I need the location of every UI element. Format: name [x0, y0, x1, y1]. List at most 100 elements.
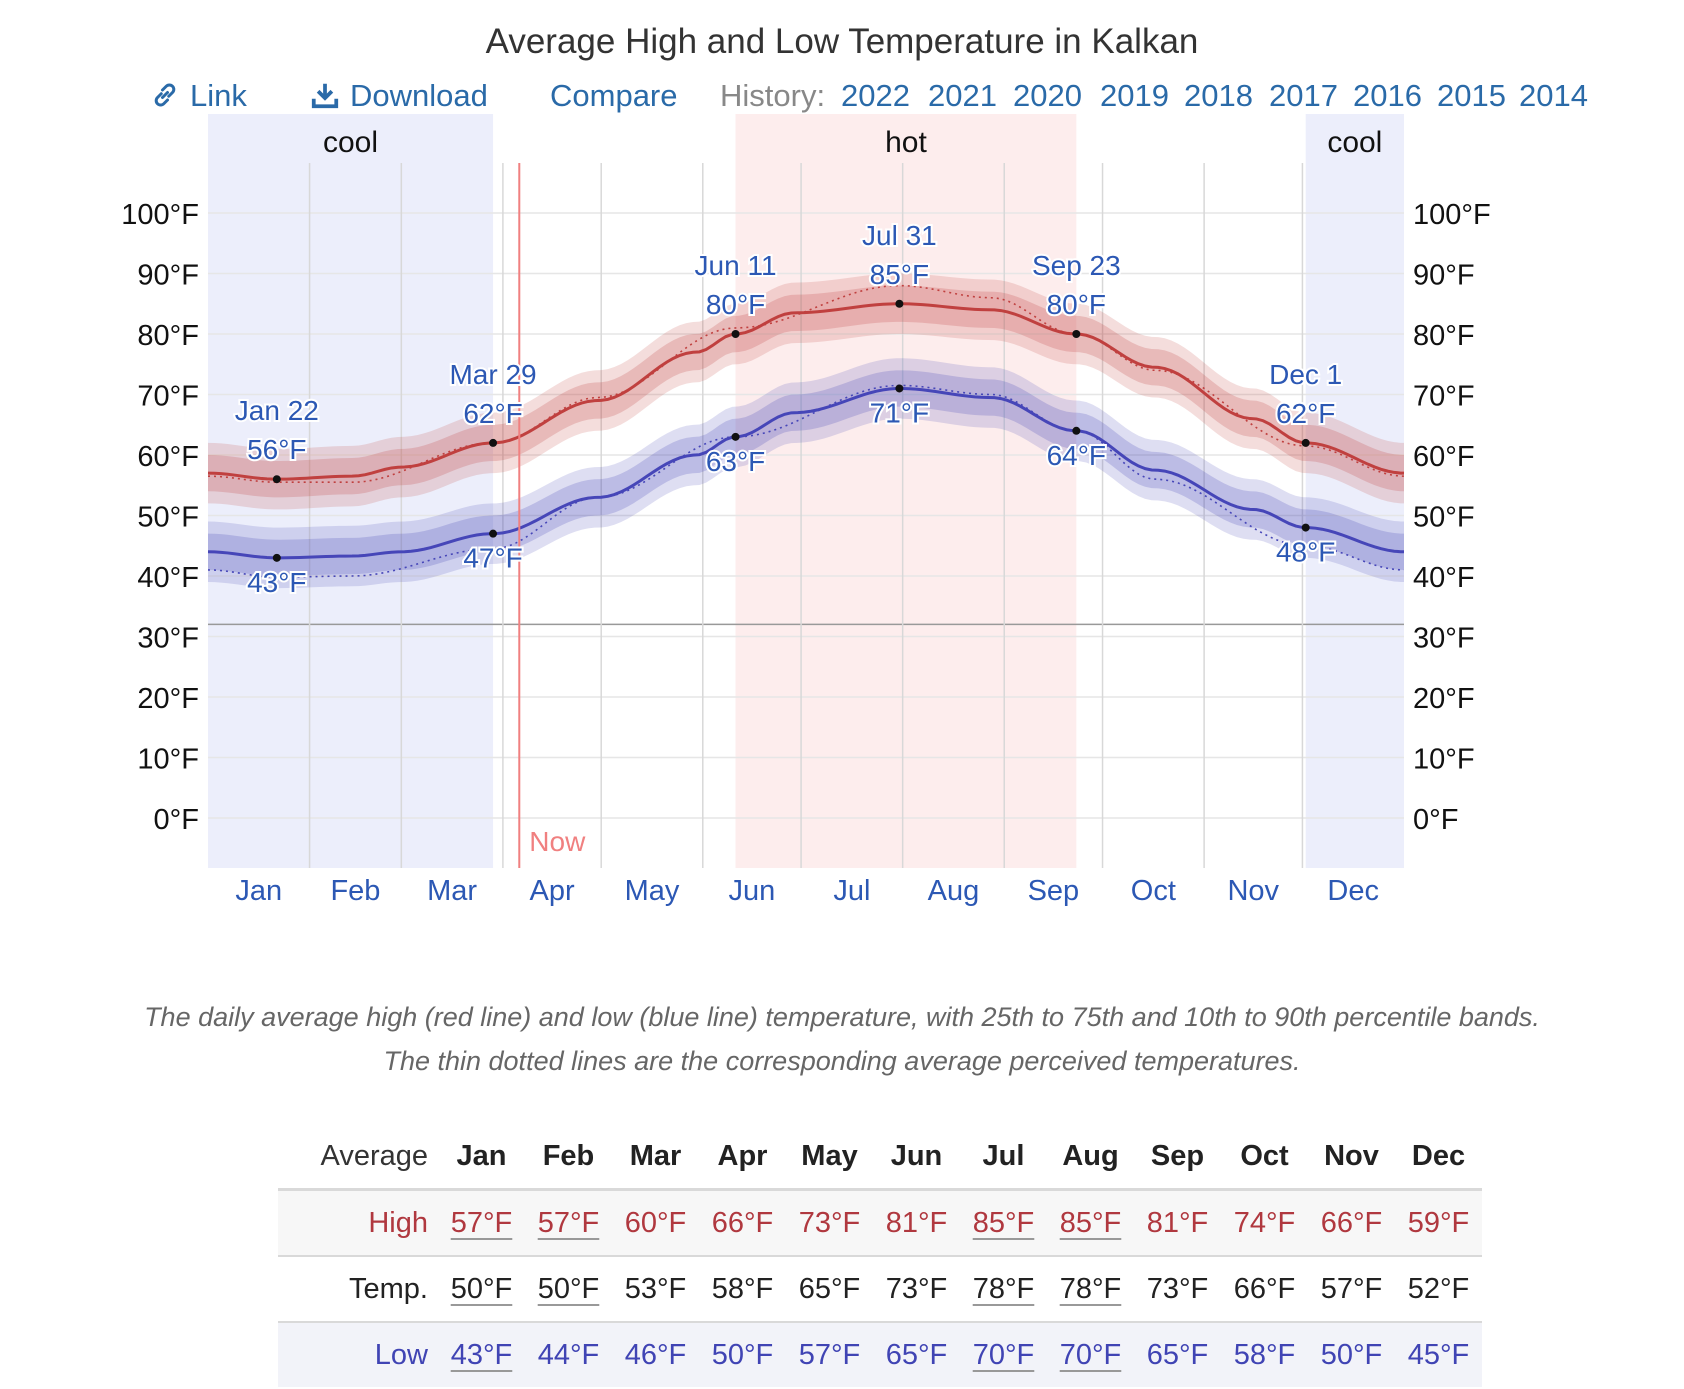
table-cell: 52°F	[1407, 1272, 1470, 1305]
chart-caption: The daily average high (red line) and lo…	[144, 1002, 1540, 1076]
table-cell-link[interactable]: 85°F	[972, 1206, 1035, 1239]
table-cell-link[interactable]: 78°F	[972, 1272, 1035, 1305]
table-header-row: Average Jan Feb Mar Apr May Jun Jul Aug …	[278, 1124, 1482, 1190]
annotation-value: 85°F	[870, 259, 929, 290]
history-year-2021[interactable]: 2021	[928, 78, 997, 113]
table-cell-link[interactable]: 85°F	[1059, 1206, 1122, 1239]
table-cell: 43°F	[438, 1322, 525, 1387]
table-cell: 58°F	[1233, 1338, 1296, 1371]
x-tick-label: Dec	[1327, 875, 1379, 907]
table-cell: 57°F	[525, 1190, 612, 1257]
y-tick-label-right: 70°F	[1413, 381, 1475, 413]
y-tick-label-right: 0°F	[1413, 804, 1458, 836]
p25-p75-band-high	[208, 285, 1404, 498]
table-cell: 57°F	[1320, 1272, 1383, 1305]
table-header-month: Feb	[542, 1139, 595, 1172]
y-tick-label-right: 20°F	[1413, 683, 1475, 715]
table-cell-link[interactable]: 70°F	[972, 1338, 1035, 1371]
annotation-point	[895, 299, 904, 308]
annotation-point	[731, 432, 740, 441]
table-cell: 74°F	[1233, 1206, 1296, 1239]
history-year-2014[interactable]: 2014	[1519, 78, 1588, 113]
table-cell: 66°F	[1233, 1272, 1296, 1305]
history-year-2022[interactable]: 2022	[841, 78, 910, 113]
season-band-cool	[1305, 114, 1404, 868]
annotation-point	[489, 529, 498, 538]
y-tick-label-left: 100°F	[121, 199, 199, 231]
annotation-point	[1301, 438, 1310, 447]
table-header-month: Apr	[717, 1139, 768, 1172]
y-tick-label-right: 60°F	[1413, 441, 1475, 473]
annotation-value: 56°F	[247, 434, 306, 465]
season-label-hot: hot	[885, 126, 927, 159]
x-tick-label: Mar	[427, 875, 477, 907]
table-cell: 81°F	[1146, 1206, 1209, 1239]
table-cell: 73°F	[885, 1272, 948, 1305]
download-label: Download	[350, 78, 488, 113]
y-tick-label-left: 70°F	[137, 381, 199, 413]
annotation-point	[731, 330, 740, 338]
annotation-date: Jun 11	[695, 250, 777, 281]
table-cell: 53°F	[624, 1272, 687, 1305]
table-cell-link[interactable]: 43°F	[450, 1338, 513, 1371]
season-band-hot	[735, 114, 1077, 868]
annotation-point	[272, 475, 281, 484]
table-cell: 57°F	[438, 1190, 525, 1257]
table-cell: 85°F	[960, 1190, 1047, 1257]
season-label-cool: cool	[1327, 126, 1382, 159]
table-cell: 46°F	[624, 1338, 687, 1371]
annotation-point	[272, 553, 281, 562]
y-tick-label-right: 80°F	[1413, 320, 1475, 352]
history-year-2019[interactable]: 2019	[1100, 78, 1169, 113]
table-row-low: Low 43°F 44°F 46°F 50°F 57°F 65°F 70°F 70°F 65°F 5…	[278, 1322, 1482, 1387]
annotation-point	[1301, 523, 1310, 532]
table-header-month: Nov	[1324, 1139, 1379, 1172]
x-tick-label: Nov	[1227, 875, 1279, 907]
table-header-month: Jul	[982, 1139, 1025, 1172]
table-cell: 45°F	[1407, 1338, 1470, 1371]
table-cell: 65°F	[798, 1272, 861, 1305]
table-header-month: Sep	[1150, 1139, 1205, 1172]
y-tick-label-right: 50°F	[1413, 502, 1475, 534]
annotation-date: Sep 23	[1032, 250, 1121, 281]
annotation-value: 48°F	[1276, 537, 1335, 568]
table-cell-link[interactable]: 57°F	[537, 1206, 600, 1239]
download-button[interactable]: Download	[310, 78, 488, 114]
link-button[interactable]: Link	[150, 78, 247, 114]
history-year-2016[interactable]: 2016	[1353, 78, 1422, 113]
history-year-2018[interactable]: 2018	[1184, 78, 1253, 113]
table-row-temp: Temp. 50°F 50°F 53°F 58°F 65°F 73°F 78°F 78°F 73°…	[278, 1256, 1482, 1322]
annotation-value: 47°F	[463, 543, 522, 574]
table-cell-link[interactable]: 78°F	[1059, 1272, 1122, 1305]
table-header-month: Aug	[1062, 1139, 1119, 1172]
x-tick-label: Jun	[729, 875, 776, 907]
y-tick-label-left: 0°F	[154, 804, 199, 836]
table-cell-link[interactable]: 70°F	[1059, 1338, 1122, 1371]
table-cell: 73°F	[798, 1206, 861, 1239]
history-label: History:	[720, 78, 826, 113]
table-cell-link[interactable]: 50°F	[537, 1272, 600, 1305]
table-cell: 85°F	[1047, 1190, 1134, 1257]
table-cell: 58°F	[711, 1272, 774, 1305]
annotation-date: Dec 1	[1269, 359, 1342, 390]
compare-button[interactable]: Compare	[550, 78, 678, 113]
x-tick-label: Jan	[235, 875, 282, 907]
x-tick-label: Oct	[1131, 875, 1176, 907]
y-tick-label-left: 80°F	[137, 320, 199, 352]
history-year-2017[interactable]: 2017	[1269, 78, 1338, 113]
history-year-2015[interactable]: 2015	[1437, 78, 1506, 113]
annotation-date: Jul 31	[862, 220, 937, 251]
download-icon	[311, 83, 339, 109]
series-line-low	[207, 386, 1405, 560]
annotation-point	[489, 438, 498, 447]
table-cell-link[interactable]: 57°F	[450, 1206, 513, 1239]
table-header-month: Jan	[456, 1139, 507, 1172]
table-cell-link[interactable]: 50°F	[450, 1272, 513, 1305]
table-cell: 70°F	[960, 1322, 1047, 1387]
x-tick-label: Apr	[529, 875, 574, 907]
annotation-value: 43°F	[247, 567, 306, 598]
table-cell: 50°F	[438, 1256, 525, 1322]
history-year-2020[interactable]: 2020	[1013, 78, 1082, 113]
table-cell: 50°F	[711, 1338, 774, 1371]
annotation-date: Jan 22	[235, 395, 319, 426]
